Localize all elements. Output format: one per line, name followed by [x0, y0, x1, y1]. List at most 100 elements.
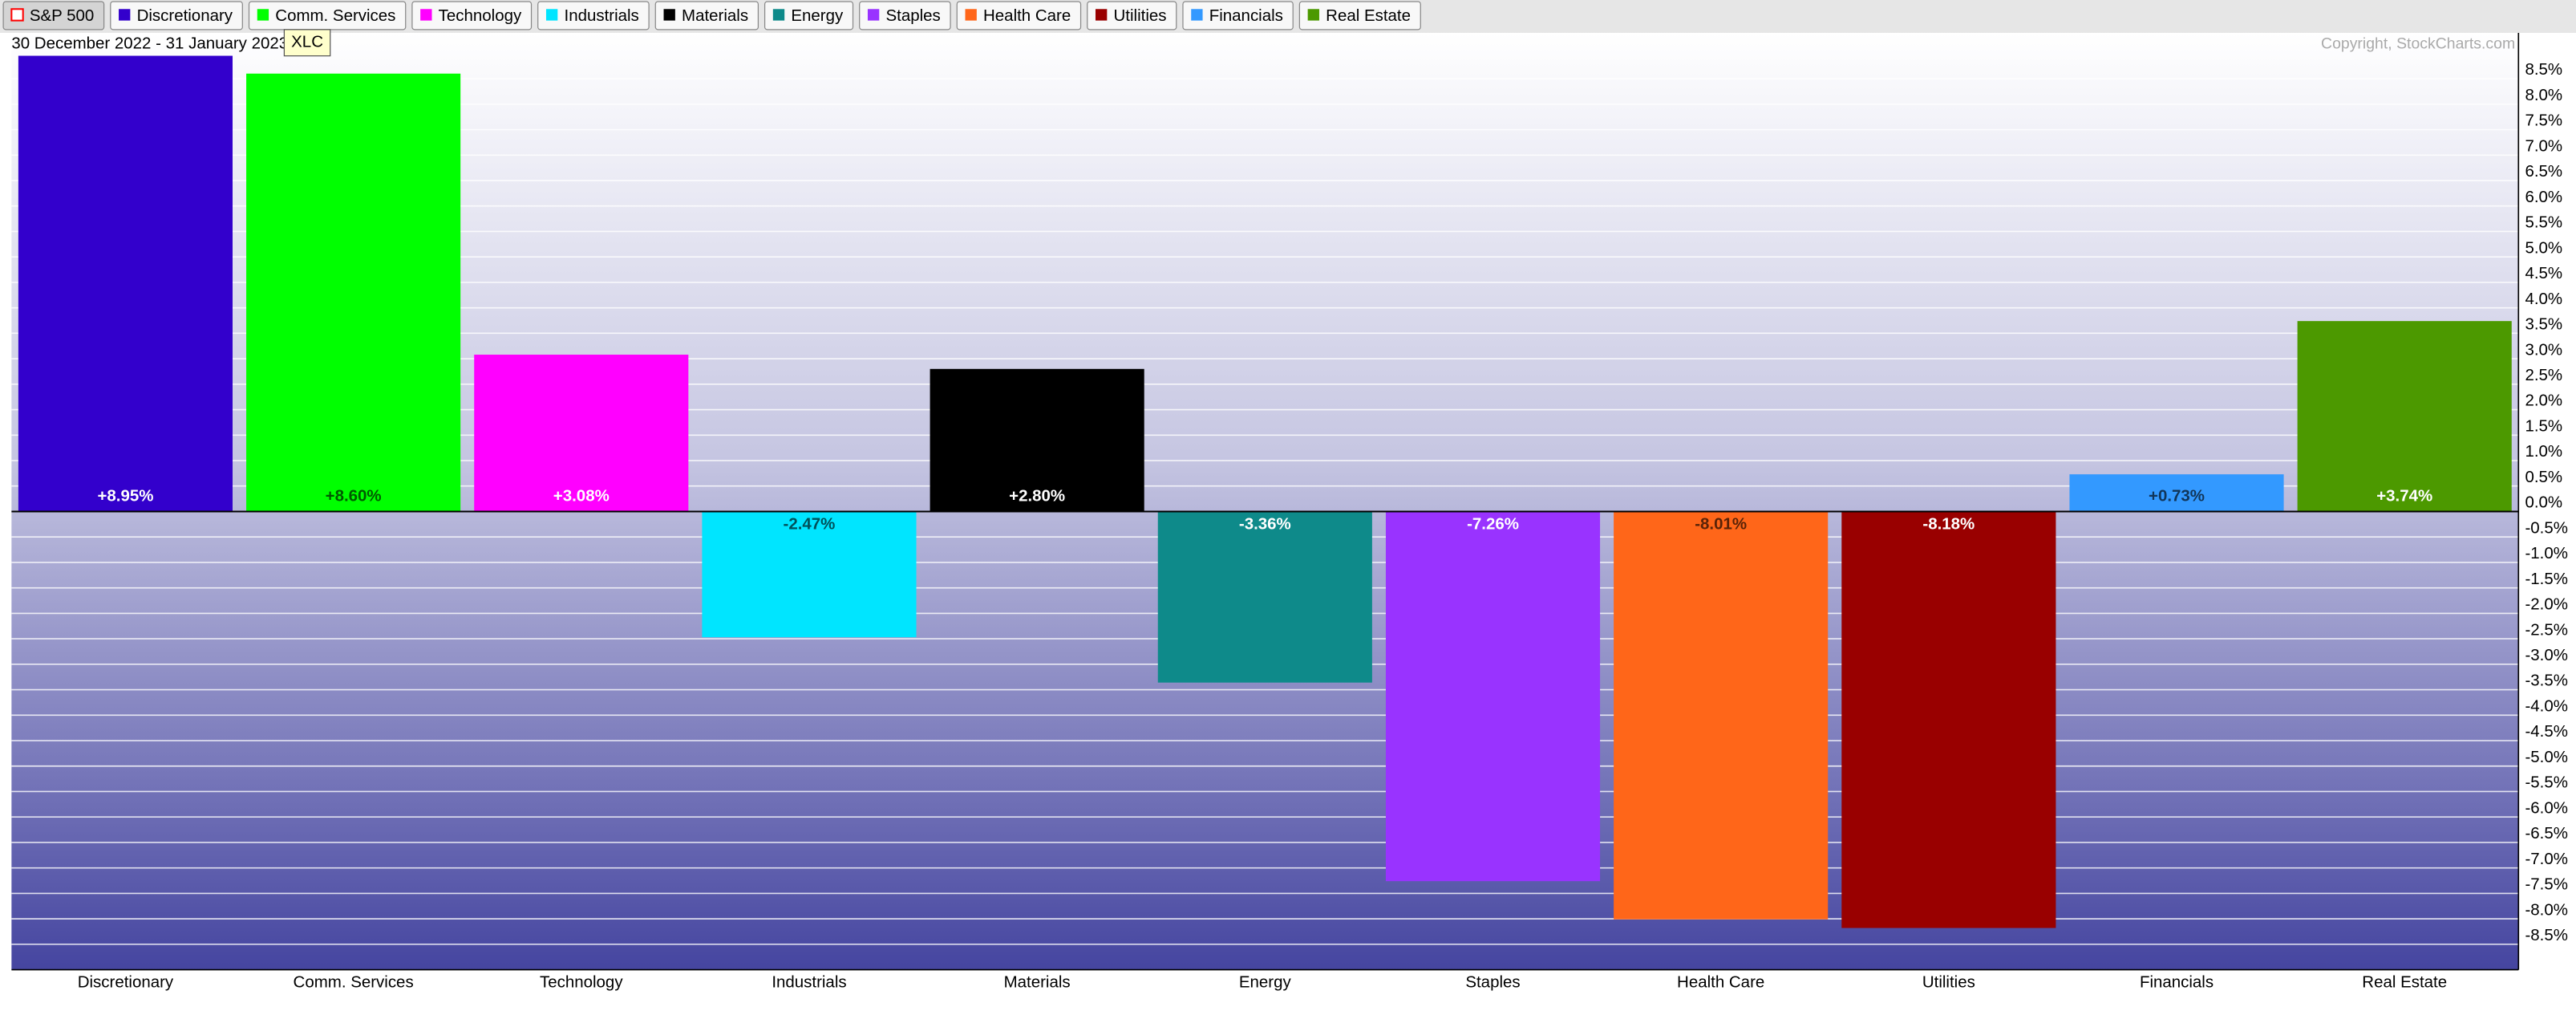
y-tick-label: 0.0%	[2525, 493, 2562, 512]
y-tick-label: 5.0%	[2525, 238, 2562, 257]
value-label: -7.26%	[1467, 514, 1519, 533]
value-label: +0.73%	[2149, 486, 2205, 505]
legend-button-frame[interactable]	[2, 1, 105, 30]
y-tick-label: -2.0%	[2525, 595, 2567, 614]
legend-swatch	[1191, 9, 1203, 21]
legend-button-frame[interactable]	[411, 1, 533, 30]
legend-button-frame[interactable]	[859, 1, 951, 30]
y-tick-label: 5.5%	[2525, 213, 2562, 232]
legend-button[interactable]: Real Estate	[1298, 1, 1421, 30]
legend-swatch	[257, 9, 269, 21]
legend-button[interactable]: Comm. Services	[248, 1, 407, 30]
y-tick-label: 3.5%	[2525, 315, 2562, 334]
value-label: +3.08%	[553, 486, 610, 505]
legend-button[interactable]: Staples	[859, 1, 951, 30]
bar	[2297, 321, 2512, 512]
y-tick-label: -3.5%	[2525, 672, 2567, 690]
bars: +8.95% Discretionary +8.60% Comm. Services +…	[11, 55, 2519, 991]
legend-label[interactable]: Health Care	[983, 6, 1071, 25]
legend-label[interactable]: Real Estate	[1326, 6, 1411, 25]
bar	[474, 355, 689, 512]
bar	[930, 368, 1144, 512]
legend-swatch	[119, 9, 131, 21]
value-label: +2.80%	[1009, 486, 1065, 505]
x-tick-label: Comm. Services	[294, 972, 414, 991]
legend-swatch	[420, 9, 432, 21]
legend-button-frame[interactable]	[537, 1, 650, 30]
x-tick-label: Staples	[1465, 972, 1520, 991]
legend-button-frame[interactable]	[110, 1, 243, 30]
legend-label[interactable]: Materials	[682, 6, 748, 25]
legend-label[interactable]: Industrials	[565, 6, 639, 25]
y-tick-label: -5.5%	[2525, 773, 2567, 792]
legend-swatch	[772, 9, 785, 21]
legend-button-frame[interactable]	[1182, 1, 1294, 30]
bar	[2069, 474, 2284, 512]
legend-button[interactable]: Technology	[411, 1, 533, 30]
y-tick-label: 4.5%	[2525, 264, 2562, 282]
y-tick-label: -0.5%	[2525, 518, 2567, 537]
value-label: +3.74%	[2376, 486, 2432, 505]
x-tick-label: Discretionary	[78, 972, 174, 991]
bar	[1841, 511, 2056, 928]
x-tick-label: Industrials	[772, 972, 846, 991]
y-tick-label: -8.5%	[2525, 926, 2567, 944]
legend-button[interactable]: Industrials	[537, 1, 650, 30]
x-tick-label: Real Estate	[2362, 972, 2447, 991]
legend-button[interactable]: Utilities	[1087, 1, 1177, 30]
x-tick-label: Health Care	[1677, 972, 1764, 991]
y-tick-label: 7.0%	[2525, 136, 2562, 155]
legend-button-frame[interactable]	[654, 1, 759, 30]
value-label: -2.47%	[784, 514, 836, 533]
legend-label[interactable]: Financials	[1209, 6, 1283, 25]
legend-label[interactable]: Utilities	[1114, 6, 1167, 25]
y-tick-label: 1.5%	[2525, 416, 2562, 435]
y-tick-label: -3.0%	[2525, 646, 2567, 664]
legend-button[interactable]: Energy	[763, 1, 854, 30]
y-tick-label: -4.0%	[2525, 696, 2567, 715]
legend-label[interactable]: S&P 500	[30, 6, 94, 25]
bar	[702, 511, 917, 638]
y-tick-label: -2.5%	[2525, 620, 2567, 639]
legend-label[interactable]: Comm. Services	[275, 6, 395, 25]
value-label: -8.01%	[1695, 514, 1747, 533]
y-tick-label: -8.0%	[2525, 900, 2567, 919]
bar	[1614, 511, 1829, 920]
value-label: -8.18%	[1922, 514, 1975, 533]
date-range: 30 December 2022 - 31 January 2023	[11, 35, 288, 53]
legend-label[interactable]: Discretionary	[137, 6, 233, 25]
y-tick-label: 7.5%	[2525, 112, 2562, 130]
legend-button-frame[interactable]	[763, 1, 854, 30]
legend-button[interactable]: Discretionary	[110, 1, 243, 30]
value-label: +8.95%	[97, 486, 153, 505]
legend-swatch	[545, 9, 558, 21]
y-tick-label: -7.0%	[2525, 850, 2567, 868]
y-tick-label: 2.5%	[2525, 366, 2562, 384]
x-tick-label: Materials	[1004, 972, 1071, 991]
legend-swatch	[965, 9, 977, 21]
y-tick-label: -4.5%	[2525, 722, 2567, 741]
tooltip-box	[283, 29, 331, 57]
legend-button-frame[interactable]	[956, 1, 1082, 30]
legend: S&P 500 Discretionary Comm. Services Techno…	[2, 1, 1421, 30]
legend-button[interactable]: Materials	[654, 1, 759, 30]
legend-button[interactable]: Financials	[1182, 1, 1294, 30]
bar	[246, 73, 461, 512]
y-tick-label: 8.0%	[2525, 86, 2562, 104]
legend-button-frame[interactable]	[1087, 1, 1177, 30]
legend-swatch	[10, 8, 24, 22]
legend-swatch	[867, 9, 880, 21]
bar	[1385, 511, 1601, 882]
legend-button-frame[interactable]	[1298, 1, 1421, 30]
legend-button[interactable]: S&P 500	[2, 1, 105, 30]
legend-label[interactable]: Energy	[791, 6, 844, 25]
value-label: +8.60%	[326, 486, 382, 505]
legend-swatch	[1095, 9, 1108, 21]
legend-swatch	[663, 9, 675, 21]
y-tick-label: 1.0%	[2525, 442, 2562, 461]
legend-label[interactable]: Staples	[885, 6, 940, 25]
legend-label[interactable]: Technology	[439, 6, 522, 25]
bar	[18, 55, 233, 512]
legend-button[interactable]: Health Care	[956, 1, 1082, 30]
